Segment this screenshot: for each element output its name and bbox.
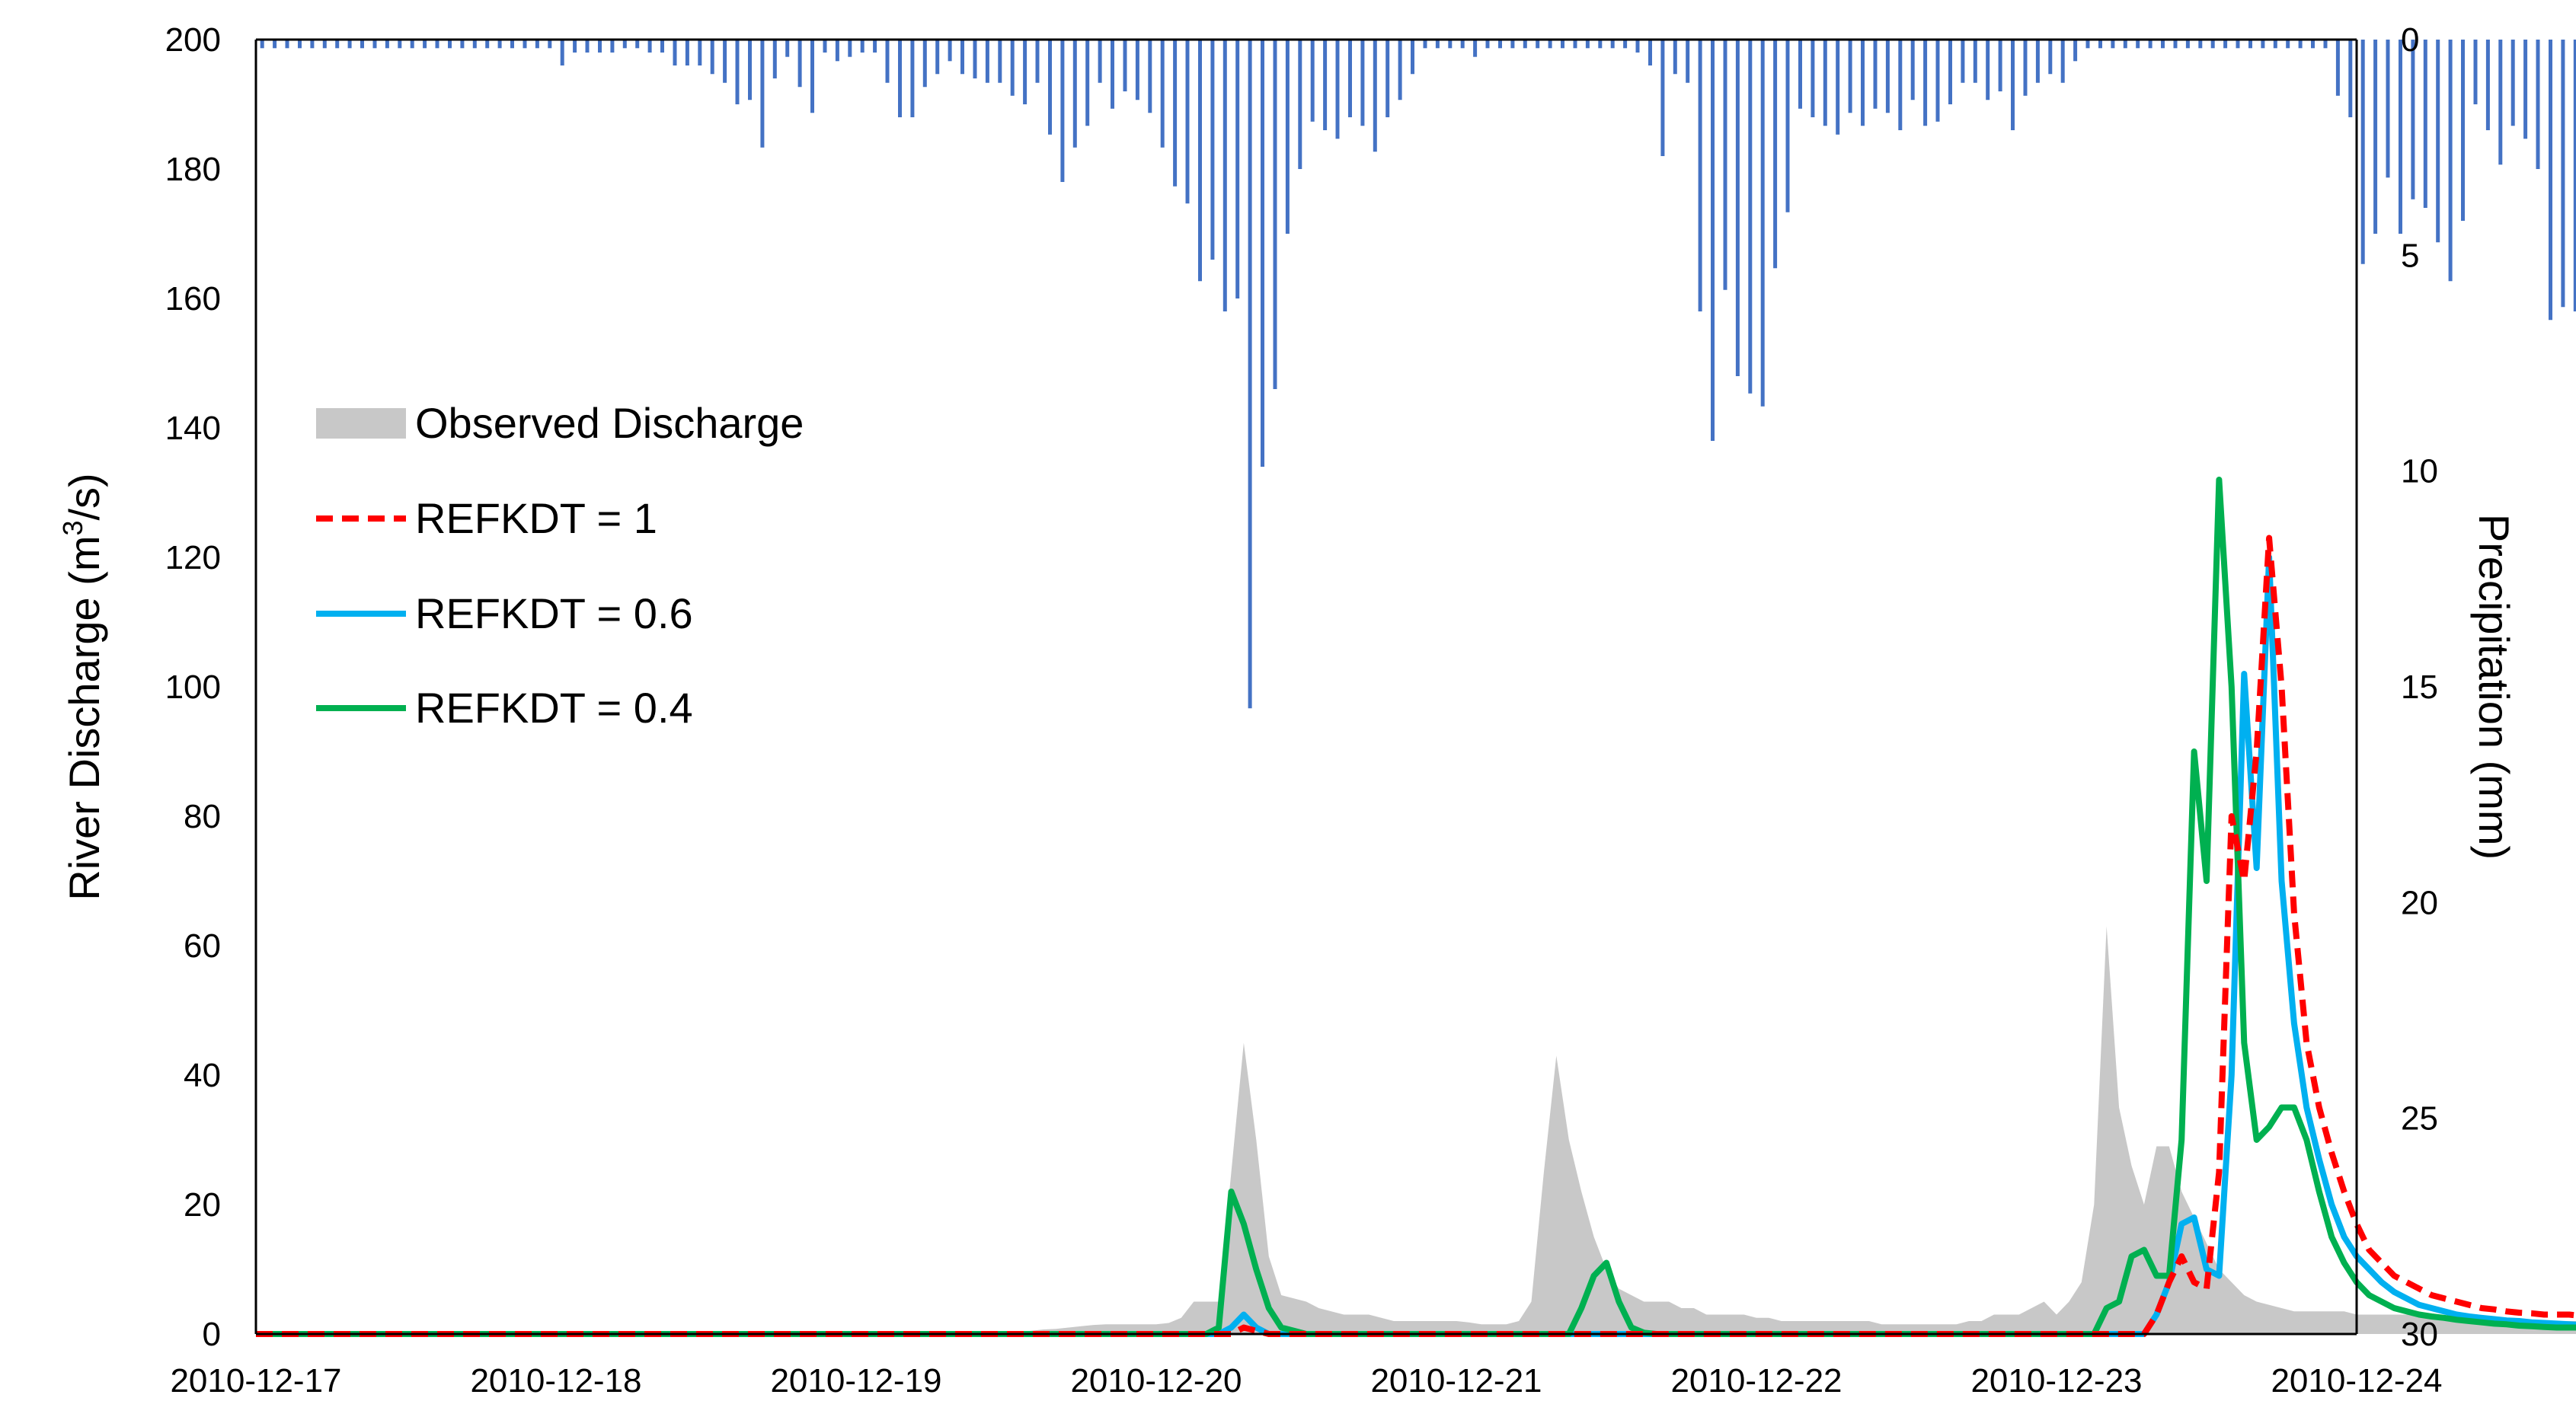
left-y-tick-label: 60 xyxy=(184,927,221,965)
x-tick-label: 2010-12-19 xyxy=(770,1362,941,1399)
right-y-tick-label: 30 xyxy=(2401,1316,2438,1353)
right-y-axis-title: Precipitation (mm) xyxy=(2470,514,2518,860)
left-y-tick-labels: 0 20 40 60 80 100 120 140 160 180 200 xyxy=(165,21,221,1353)
right-y-tick-label: 10 xyxy=(2401,453,2438,490)
left-y-tick-label: 120 xyxy=(165,539,221,576)
axes xyxy=(254,38,2358,1336)
legend-label-refkdt-1: REFKDT = 1 xyxy=(415,494,657,542)
x-tick-label: 2010-12-22 xyxy=(1670,1362,1842,1399)
legend-label-refkdt-0-6: REFKDT = 0.6 xyxy=(415,589,693,637)
left-y-tick-label: 0 xyxy=(203,1316,221,1353)
right-y-tick-label: 5 xyxy=(2401,237,2419,274)
x-tick-label: 2010-12-17 xyxy=(170,1362,341,1399)
x-tick-labels: 2010-12-17 2010-12-18 2010-12-19 2010-12-20… xyxy=(170,1362,2442,1399)
left-y-axis-title-tail: /s) xyxy=(60,473,108,520)
left-y-tick-label: 40 xyxy=(184,1057,221,1094)
observed-discharge-area-layer xyxy=(256,926,2576,1334)
left-y-tick-label: 100 xyxy=(165,669,221,706)
right-y-tick-label: 15 xyxy=(2401,669,2438,706)
legend-swatch-observed xyxy=(316,408,406,439)
legend: Observed Discharge REFKDT = 1 REFKDT = 0… xyxy=(316,399,804,732)
left-y-axis-title-main: River Discharge (m xyxy=(60,536,108,901)
left-y-tick-label: 80 xyxy=(184,798,221,835)
left-y-tick-label: 140 xyxy=(165,410,221,447)
x-tick-label: 2010-12-23 xyxy=(1970,1362,2142,1399)
x-tick-label: 2010-12-24 xyxy=(2271,1362,2442,1399)
left-y-axis-title: River Discharge (m3/s) xyxy=(57,473,108,900)
left-y-tick-label: 160 xyxy=(165,280,221,318)
observed-discharge-area xyxy=(256,926,2576,1334)
right-y-tick-label: 25 xyxy=(2401,1100,2438,1138)
legend-label-observed: Observed Discharge xyxy=(415,399,804,447)
left-y-tick-label: 200 xyxy=(165,21,221,59)
legend-label-refkdt-0-4: REFKDT = 0.4 xyxy=(415,684,693,732)
right-y-tick-label: 0 xyxy=(2401,21,2419,59)
x-tick-label: 2010-12-18 xyxy=(470,1362,641,1399)
right-y-tick-labels: 0 5 10 15 20 25 30 xyxy=(2401,21,2438,1353)
x-tick-label: 2010-12-20 xyxy=(1070,1362,1242,1399)
precipitation-bars xyxy=(260,40,2576,709)
left-y-tick-label: 180 xyxy=(165,151,221,188)
left-y-axis-title-sup: 3 xyxy=(57,520,88,535)
right-y-tick-label: 20 xyxy=(2401,884,2438,921)
x-tick-label: 2010-12-21 xyxy=(1370,1362,1542,1399)
left-y-tick-label: 20 xyxy=(184,1186,221,1224)
